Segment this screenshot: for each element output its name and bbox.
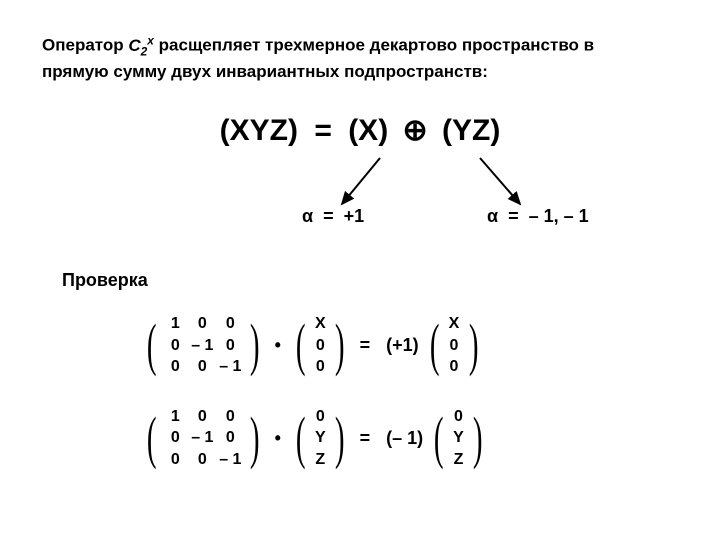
eigen-right-val: – 1, – 1 [529, 206, 589, 226]
vec-cells: 0 Y Z [310, 406, 330, 471]
eq-2: = [508, 206, 519, 226]
header-line-2: прямую сумму двух инвариантных подпростр… [42, 60, 678, 85]
vec-cells: 0 Y Z [448, 406, 468, 471]
eigen-right: α = – 1, – 1 [487, 206, 589, 227]
bracket-r: ) [335, 319, 345, 371]
bracket-r: ) [250, 412, 260, 464]
matrix-row-1: ( 100 0– 10 00– 1 ) • ( X 0 0 ) = (+1) (… [142, 313, 678, 378]
eq-lhs: (XYZ) [220, 114, 298, 147]
matrix-3x3-a: ( 100 0– 10 00– 1 ) [142, 313, 265, 378]
eq-oplus: ⊕ [403, 114, 428, 147]
vec-cells: X 0 0 [310, 313, 330, 378]
operator-sup: x [147, 33, 154, 47]
header: Оператор C2x расщепляет трехмерное декар… [42, 32, 678, 85]
scalar-2: (– 1) [386, 428, 423, 449]
arrows [42, 156, 678, 206]
vec-x-b: ( X 0 0 ) [425, 313, 484, 378]
scalar-1: (+1) [386, 335, 419, 356]
operator-c: C [128, 36, 140, 55]
bracket-r: ) [473, 412, 483, 464]
matrix-cells: 100 0– 10 00– 1 [161, 313, 245, 378]
vec-cells: X 0 0 [444, 313, 464, 378]
eq-p1: (X) [348, 114, 388, 147]
bracket-l: ( [429, 319, 439, 371]
eq-sign: = [314, 114, 332, 147]
dot-op: • [275, 335, 281, 356]
eq-op: = [360, 428, 371, 449]
vec-yz-b: ( 0 Y Z ) [429, 406, 488, 471]
bracket-l: ( [296, 412, 306, 464]
header-rest-1: расщепляет трехмерное декартово простран… [159, 36, 594, 55]
proverka-label: Проверка [62, 270, 678, 291]
header-line-1: Оператор C2x расщепляет трехмерное декар… [42, 32, 678, 60]
alpha-2: α [487, 206, 498, 226]
matrix-section: ( 100 0– 10 00– 1 ) • ( X 0 0 ) = (+1) (… [142, 313, 678, 471]
eigen-left-val: +1 [344, 206, 365, 226]
eigen-left: α = +1 [302, 206, 364, 227]
operator-symbol: C2x [128, 36, 158, 55]
alpha-1: α [302, 206, 313, 226]
bracket-l: ( [296, 319, 306, 371]
dot-op: • [275, 428, 281, 449]
bracket-l: ( [147, 319, 157, 371]
arrows-svg [0, 156, 720, 212]
bracket-l: ( [147, 412, 157, 464]
bracket-r: ) [469, 319, 479, 371]
eq-p2: (YZ) [442, 114, 500, 147]
matrix-3x3-b: ( 100 0– 10 00– 1 ) [142, 406, 265, 471]
vec-x-a: ( X 0 0 ) [291, 313, 350, 378]
eigenvalues-row: α = +1 α = – 1, – 1 [42, 206, 678, 234]
bracket-r: ) [335, 412, 345, 464]
eq-1: = [323, 206, 334, 226]
matrix-cells: 100 0– 10 00– 1 [161, 406, 245, 471]
eq-op: = [360, 335, 371, 356]
header-prefix: Оператор [42, 36, 128, 55]
vec-yz-a: ( 0 Y Z ) [291, 406, 350, 471]
decomposition-equation: (XYZ) = (X) ⊕ (YZ) [42, 113, 678, 148]
bracket-r: ) [250, 319, 260, 371]
matrix-row-2: ( 100 0– 10 00– 1 ) • ( 0 Y Z ) = (– 1) … [142, 406, 678, 471]
bracket-l: ( [434, 412, 444, 464]
